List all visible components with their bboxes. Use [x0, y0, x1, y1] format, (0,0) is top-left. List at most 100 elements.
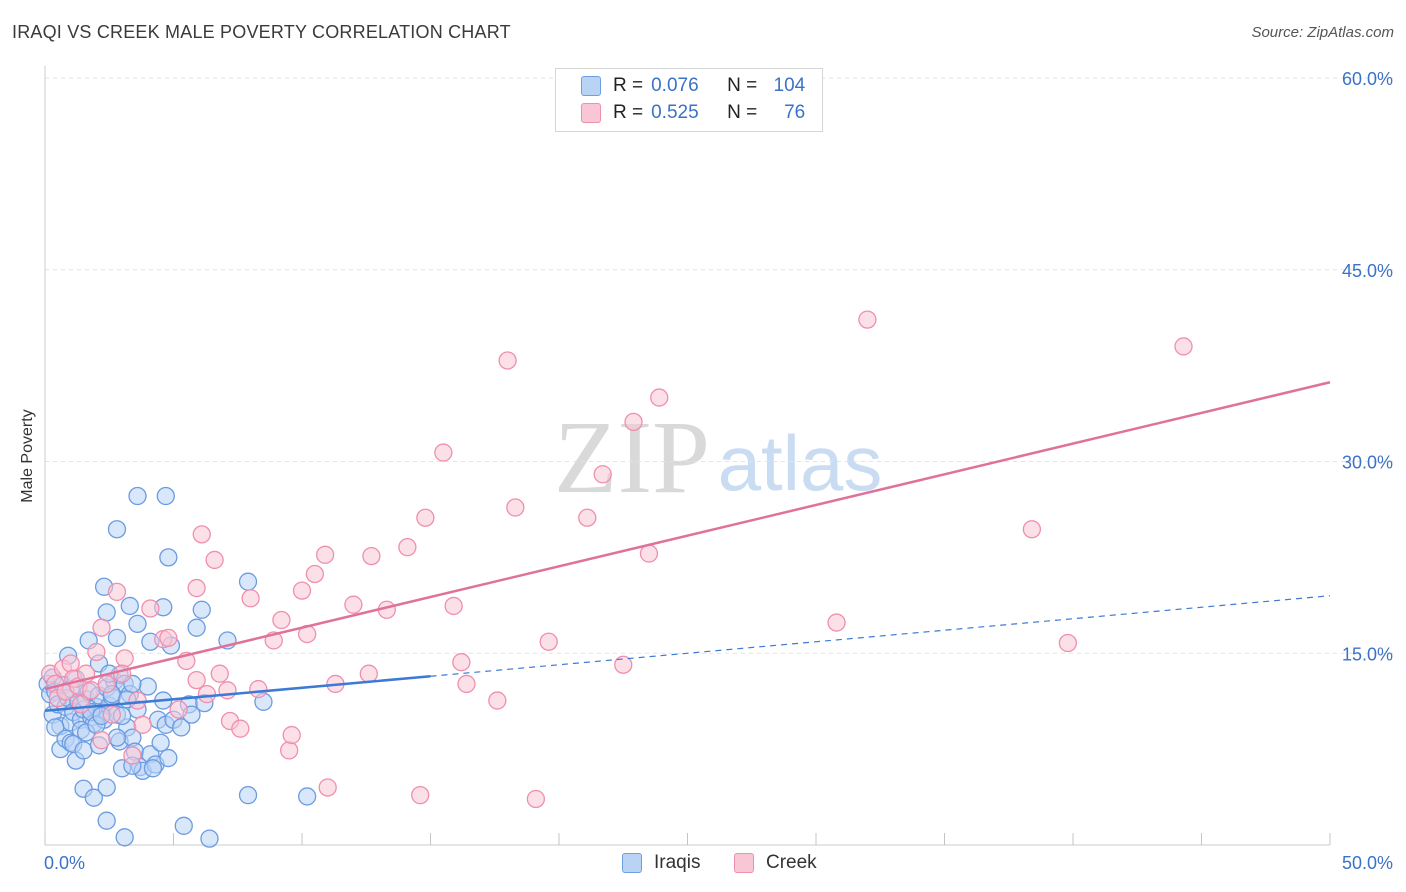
creek-point: [231, 719, 250, 738]
iraqis-point: [200, 829, 219, 848]
creek-point: [1174, 337, 1193, 356]
legend-item-iraqis: Iraqis: [622, 852, 700, 874]
y-tick-label: 15.0%: [1342, 644, 1393, 664]
tick-labels: 15.0% 30.0% 45.0% 60.0% 0.0% 50.0%: [44, 69, 1393, 873]
creek-point: [457, 674, 476, 694]
r-label: R =: [613, 75, 644, 96]
x-tick-label-max: 50.0%: [1342, 853, 1393, 873]
creek-point: [444, 596, 463, 616]
iraqis-point: [97, 778, 116, 797]
creek-legend-label: Creek: [766, 852, 817, 873]
creek-point: [434, 443, 453, 462]
iraqis-point: [84, 788, 103, 807]
creek-point: [249, 679, 268, 699]
iraqis-legend-swatch: [622, 853, 642, 873]
creek-point: [858, 310, 877, 329]
creek-point: [205, 550, 224, 570]
creek-r-value: 0.525: [651, 102, 699, 123]
series-legend: Iraqis Creek: [0, 852, 1406, 878]
iraqis-point: [97, 811, 116, 830]
iraqis-point: [107, 628, 127, 648]
creek-points: [40, 107, 1193, 809]
creek-point: [593, 465, 612, 484]
iraqis-point: [97, 603, 116, 622]
creek-point: [827, 613, 846, 632]
iraqis-point: [174, 816, 193, 835]
creek-point: [92, 731, 111, 750]
creek-point: [241, 589, 260, 608]
creek-point: [123, 746, 142, 765]
x-tick-label-min: 0.0%: [44, 853, 85, 873]
creek-point: [315, 545, 335, 564]
correlation-legend: R = 0.076 N = 104 R = 0.525 N = 76: [555, 68, 823, 132]
iraqis-point: [74, 741, 93, 760]
legend-item-creek: Creek: [734, 852, 817, 874]
creek-point: [578, 508, 597, 527]
creek-point: [614, 655, 633, 674]
iraqis-point: [128, 614, 147, 633]
creek-point: [141, 599, 160, 618]
creek-point: [318, 778, 337, 797]
creek-point: [92, 618, 111, 637]
iraqis-swatch: [581, 76, 601, 96]
y-tick-label: 30.0%: [1342, 453, 1393, 473]
iraqis-point: [107, 728, 127, 747]
y-tick-label: 45.0%: [1342, 261, 1393, 281]
creek-trend-line: [44, 381, 1331, 691]
iraqis-trend-extension: [430, 595, 1331, 677]
creek-point: [639, 544, 659, 563]
iraqis-point: [138, 677, 157, 696]
creek-swatch: [581, 103, 601, 123]
iraqis-point: [159, 548, 178, 567]
creek-point: [359, 664, 378, 683]
creek-point: [411, 785, 430, 805]
creek-point: [624, 412, 643, 432]
creek-point: [197, 685, 217, 704]
iraqis-r-value: 0.076: [651, 75, 699, 96]
creek-point: [115, 649, 134, 668]
creek-point: [128, 691, 147, 710]
creek-point: [97, 674, 116, 694]
creek-point: [87, 642, 106, 662]
watermark: ZIP atlas: [554, 400, 882, 515]
creek-point: [362, 546, 381, 566]
creek-point: [169, 700, 188, 719]
creek-point: [82, 681, 101, 700]
creek-n-value: 76: [784, 102, 806, 123]
legend-row-iraqis: R = 0.076 N = 104: [581, 73, 805, 99]
iraqis-point: [187, 618, 206, 637]
creek-legend-swatch: [734, 853, 754, 873]
iraqis-point: [128, 486, 147, 506]
creek-point: [292, 581, 312, 600]
creek-point: [488, 691, 507, 710]
creek-point: [650, 388, 669, 407]
watermark-atlas: atlas: [718, 419, 883, 507]
iraqis-point: [115, 828, 134, 847]
creek-point: [210, 664, 229, 683]
iraqis-point: [159, 748, 178, 768]
gridlines: [45, 77, 1395, 654]
creek-point: [452, 653, 471, 672]
creek-point: [344, 595, 363, 614]
creek-point: [305, 564, 325, 584]
creek-point: [159, 628, 178, 648]
n-label: N =: [727, 75, 758, 96]
creek-point: [526, 789, 546, 809]
y-tick-label: 60.0%: [1342, 69, 1393, 89]
creek-point: [112, 664, 132, 683]
iraqis-point: [238, 785, 258, 805]
creek-point: [61, 654, 80, 673]
creek-point: [1022, 520, 1042, 539]
creek-point: [187, 670, 206, 690]
chart-title: IRAQI VS CREEK MALE POVERTY CORRELATION …: [12, 22, 511, 42]
source-credit: Source: ZipAtlas.com: [1251, 24, 1394, 41]
creek-point: [133, 715, 152, 734]
creek-point: [218, 681, 237, 700]
iraqis-point: [238, 572, 258, 591]
iraqis-point: [143, 759, 163, 778]
iraqis-point: [46, 718, 65, 737]
creek-point: [506, 498, 525, 517]
iraqis-point: [297, 787, 317, 806]
creek-point: [539, 632, 558, 651]
